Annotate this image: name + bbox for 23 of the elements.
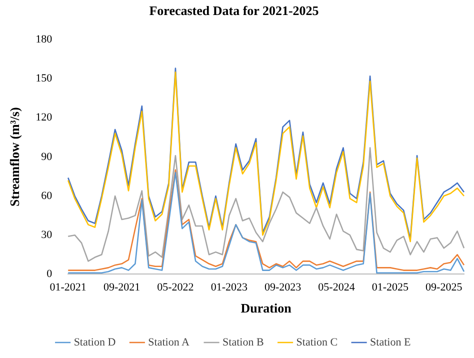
legend-label: Station C (296, 336, 338, 348)
y-tick-label: 90 (41, 150, 53, 163)
x-tick-label: 01-2023 (210, 282, 248, 294)
chart-title: Forecasted Data for 2021-2025 (149, 3, 320, 18)
y-tick-label: 180 (36, 33, 53, 46)
x-tick-label: 01-2025 (372, 282, 410, 294)
y-axis-title: Streamflow (m³/s) (7, 107, 22, 207)
legend-label: Station E (370, 336, 411, 348)
x-tick-label: 09-2023 (264, 282, 302, 294)
y-tick-label: 120 (36, 112, 53, 124)
x-tick-label: 05-2024 (318, 282, 356, 294)
x-tick-label: 09-2025 (426, 282, 463, 294)
x-axis-title: Duration (240, 300, 292, 316)
legend-label: Station D (74, 336, 116, 348)
y-tick-label: 30 (41, 228, 53, 241)
legend-label: Station A (148, 336, 190, 348)
y-tick-label: 60 (41, 190, 53, 202)
x-tick-label: 05-2022 (157, 282, 194, 294)
y-tick-label: 0 (46, 268, 53, 280)
legend-label: Station B (222, 336, 264, 348)
y-tick-label: 150 (36, 72, 53, 85)
x-tick-label: 01-2021 (50, 282, 86, 294)
x-tick-label: 09-2021 (103, 282, 140, 294)
